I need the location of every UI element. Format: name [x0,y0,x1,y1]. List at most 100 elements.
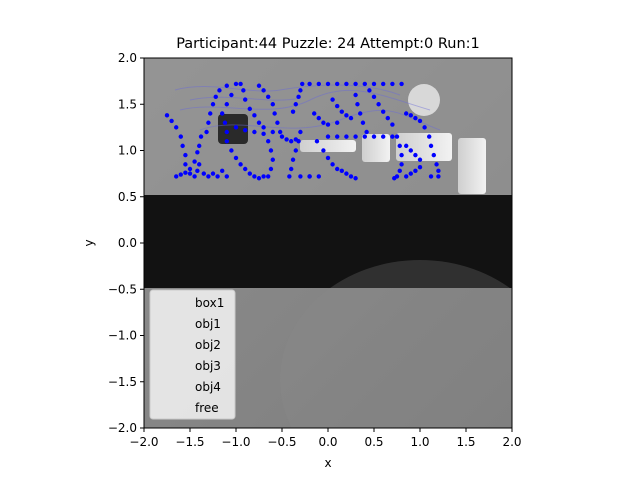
trajectory-point [316,81,321,87]
trajectory-point [279,134,285,139]
trajectory-point [434,162,439,167]
trajectory-point [316,174,321,179]
trajectory-point [399,162,404,167]
trajectory-point [220,168,225,174]
trajectory-point [344,134,349,139]
trajectory-point [436,174,441,179]
trajectory-point [187,171,193,176]
scatter-points [164,81,441,181]
trajectory-point [325,134,331,139]
trajectory-point [321,148,326,153]
trajectory-point [233,81,239,87]
legend-entry-free: free [195,401,219,415]
x-tick-label: −1.0 [221,435,250,449]
trajectory-point [298,129,303,135]
trajectory-point [376,102,381,107]
trajectory-point [348,115,354,121]
trajectory-point [381,109,386,114]
x-axis-label: x [324,456,331,470]
y-tick-label: 1.5 [118,97,137,111]
trajectory-point [325,122,331,127]
trajectory-point [247,171,252,176]
trajectory-point [293,102,298,107]
trajectory-point [224,139,229,144]
trajectory-point [195,150,200,155]
trajectory-point [290,157,296,162]
trajectory-point [261,88,266,93]
trajectory-point [339,168,344,174]
trajectory-point [247,106,252,112]
x-tick-label: 0.5 [364,435,383,449]
x-axis: −2.0 −1.5 −1.0 −0.5 0.0 0.5 1.0 1.5 2.0 [129,428,522,449]
y-tick-label: 0.5 [118,190,137,204]
trajectory-point [296,94,301,100]
x-tick-label: −0.5 [267,435,296,449]
legend: box1 obj1 obj2 obj3 obj4 free [149,289,236,420]
trajectory-point [268,148,274,153]
trajectory-point [339,109,344,114]
object-block [396,133,452,161]
chart-title: Participant:44 Puzzle: 24 Attempt:0 Run:… [176,36,480,52]
trajectory-point [298,88,303,93]
trajectory-point [183,170,188,175]
trajectory-point [217,88,222,93]
trajectory-point [201,171,206,176]
trajectory-point [355,102,360,107]
faint-trajectories [174,84,441,131]
x-tick-label: 0.0 [318,435,337,449]
y-tick-label: −1.5 [108,375,137,389]
trajectory-point [397,168,402,174]
trajectory-point [256,176,262,181]
trajectory-point [335,134,340,139]
x-tick-label: −2.0 [129,435,158,449]
trajectory-point [178,134,183,139]
trajectory-point [353,134,358,139]
trajectory-point [289,139,294,144]
legend-entry-obj1: obj1 [195,317,221,331]
trajectory-point [270,157,275,162]
trajectory-point [261,125,266,130]
trajectory-point [187,166,193,172]
trajectory-point [289,166,294,172]
trajectory-point [335,81,340,87]
trajectory-point [195,168,200,174]
trajectory-point [208,111,213,116]
trajectory-point [275,120,280,125]
trajectory-point [222,120,228,125]
trajectory-point [224,83,229,88]
trajectory-point [381,134,386,139]
trajectory-point [256,120,262,125]
trajectory-point [174,174,179,179]
trajectory-point [360,120,366,125]
object-sphere [408,84,440,116]
trajectory-point [272,111,277,116]
trajectory-point [428,174,434,179]
y-tick-label: −2.0 [108,421,137,435]
x-tick-label: 2.0 [502,435,521,449]
trajectory-point [371,94,377,100]
trajectory-point [197,162,202,167]
trajectory-point [312,111,317,116]
trajectory-point [241,88,246,93]
trajectory-point [413,168,418,174]
trajectory-point [417,164,423,170]
object-bar [300,140,356,152]
trajectory-point [399,152,404,158]
trajectory-point [371,134,377,139]
trajectory-point [428,143,434,149]
trajectory-point [270,129,275,135]
trajectory-point [252,113,257,118]
trajectory-point [204,129,209,135]
dark-band [144,195,512,288]
y-tick-label: −1.0 [108,329,137,343]
trajectory-point [238,162,243,167]
y-tick-label: −0.5 [108,282,137,296]
trajectory-point [287,174,292,179]
trajectory-point [224,129,229,135]
trajectory-point [397,143,402,149]
trajectory-point [399,81,404,87]
trajectory-point [220,111,225,116]
trajectory-point [192,174,197,179]
x-tick-label: 1.0 [410,435,429,449]
trajectory-point [307,81,312,87]
